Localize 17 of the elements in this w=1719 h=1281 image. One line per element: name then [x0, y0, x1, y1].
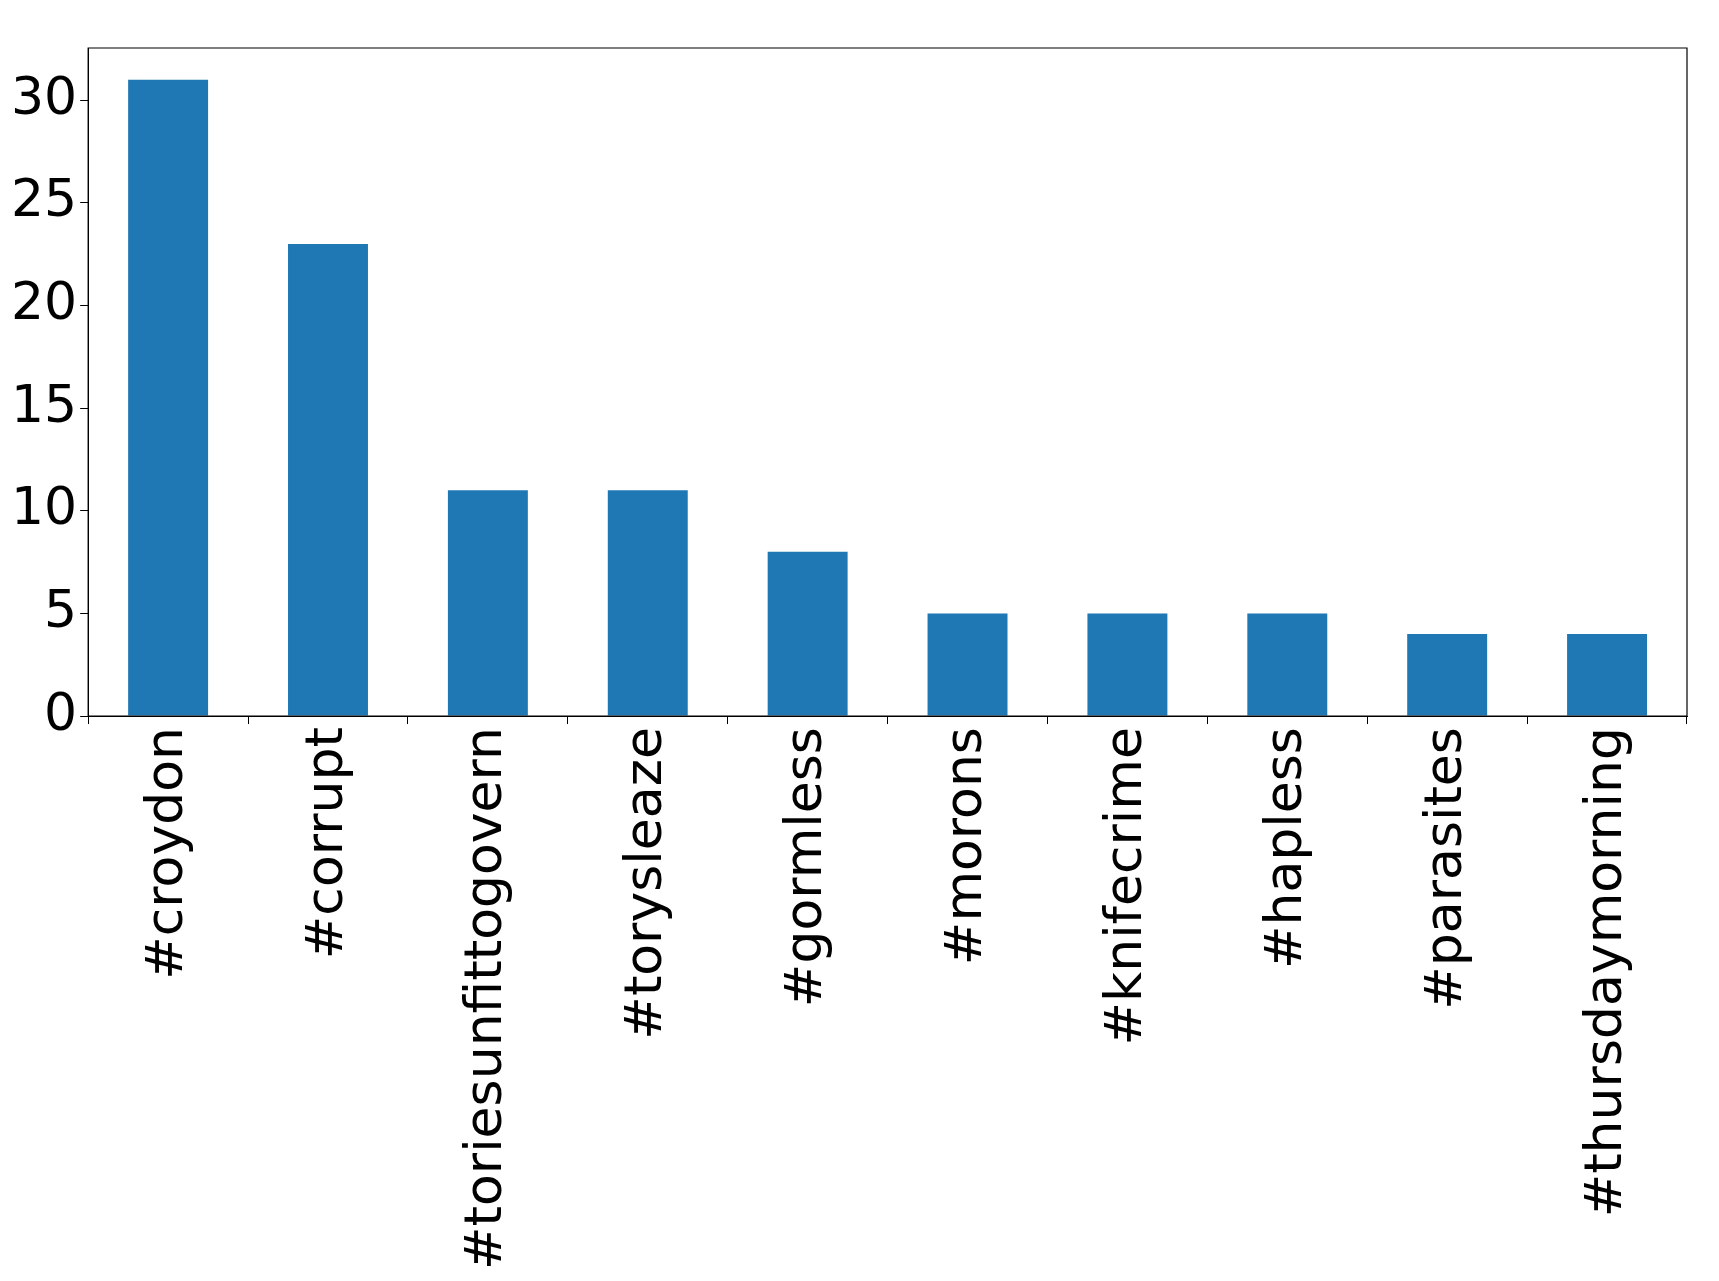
x-tick-label: #parasites: [1412, 727, 1473, 1010]
y-tick-label: 30: [11, 65, 78, 126]
y-tick-label: 20: [11, 271, 78, 332]
y-tick-label: 0: [44, 681, 78, 742]
x-tick-label: #gormless: [773, 727, 834, 1008]
x-tick-label: #thursdaymorning: [1572, 727, 1633, 1218]
y-tick-label: 25: [11, 168, 78, 229]
x-tick-label: #toriesunfittogovern: [453, 727, 514, 1270]
x-tick-label: #knifecrime: [1092, 727, 1153, 1046]
x-tick-label: #hapless: [1252, 727, 1313, 970]
x-tick-label: #croydon: [133, 727, 194, 980]
y-tick-label: 15: [11, 373, 78, 434]
x-tick-label: #morons: [933, 727, 994, 966]
y-tick-label: 10: [11, 476, 78, 537]
x-tick-label: #corrupt: [293, 727, 354, 960]
y-tick-label: 5: [44, 578, 78, 639]
x-tick-label: #torysleaze: [613, 727, 674, 1040]
